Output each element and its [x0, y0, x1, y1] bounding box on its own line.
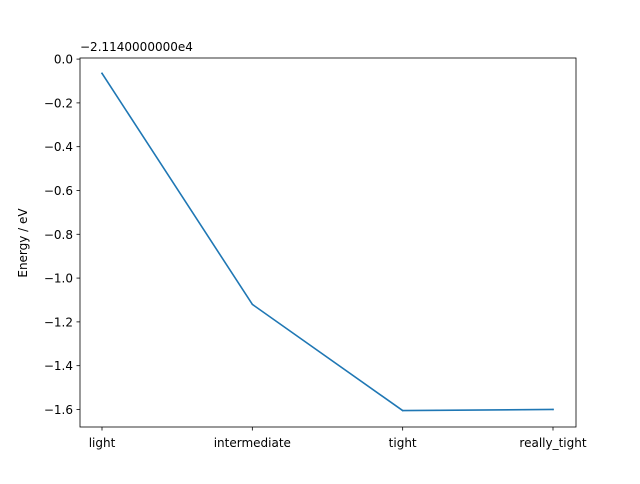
series-line — [100, 72, 554, 412]
y-tick-label: −1.4 — [44, 359, 73, 373]
x-tick-label: light — [89, 436, 116, 450]
x-ticks: light intermediate tight really_tight — [89, 427, 587, 450]
y-tick-label: −0.4 — [44, 140, 73, 154]
y-tick-label: 0.0 — [54, 53, 73, 67]
y-ticks: 0.0 −0.2 −0.4 −0.6 −0.8 −1.0 −1.2 −1.4 −1.6 — [44, 53, 80, 417]
y-axis-label: Energy / eV — [16, 208, 30, 278]
y-tick-label: −1.6 — [44, 403, 73, 417]
data-point — [251, 303, 254, 306]
plot-layer — [100, 72, 554, 412]
y-offset-label: −2.1140000000e4 — [80, 40, 193, 54]
data-point — [552, 408, 554, 411]
x-tick-label: intermediate — [214, 436, 291, 450]
y-tick-label: −0.2 — [44, 96, 73, 110]
y-tick-label: −0.6 — [44, 184, 73, 198]
data-point — [101, 72, 103, 75]
y-tick-label: −1.0 — [44, 272, 73, 286]
x-tick-label: really_tight — [519, 436, 586, 450]
axes-frame — [79, 57, 577, 428]
data-point — [401, 409, 404, 412]
y-tick-label: −1.2 — [44, 315, 73, 329]
x-tick-label: tight — [389, 436, 417, 450]
y-tick-label: −0.8 — [44, 228, 73, 242]
